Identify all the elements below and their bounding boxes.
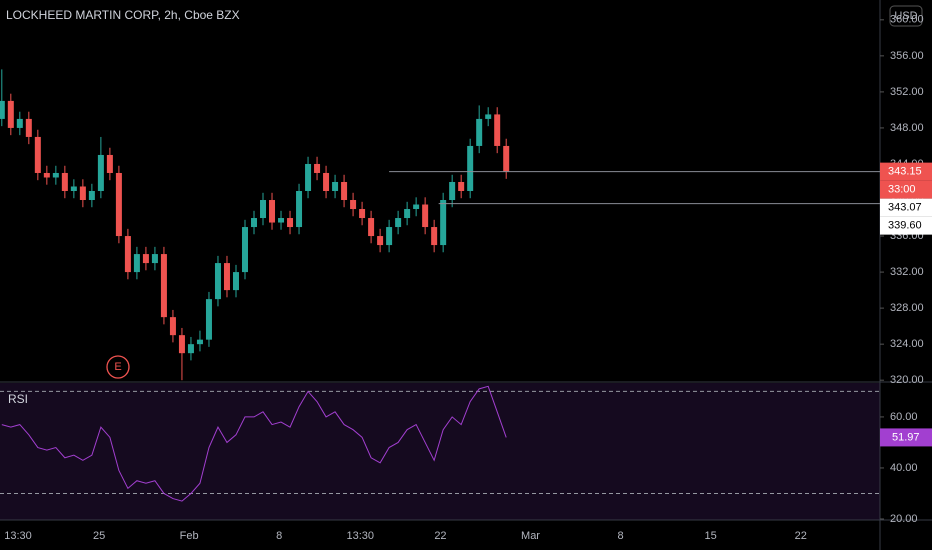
candle-body (440, 200, 447, 246)
candle-body (133, 254, 140, 273)
candle-body (160, 254, 167, 318)
x-tick-label: 13:30 (347, 530, 375, 542)
y-tick-label: 356.00 (890, 50, 924, 62)
candle-body (323, 172, 330, 191)
candle-body (422, 204, 429, 228)
candle-body (88, 191, 95, 201)
x-tick-label: Mar (521, 530, 540, 542)
x-tick-label: Feb (180, 530, 199, 542)
y-tick-label: 352.00 (890, 86, 924, 98)
candle-body (205, 299, 212, 340)
candle-body (16, 118, 23, 128)
rsi-tag (880, 428, 932, 447)
candle-body (287, 218, 294, 228)
rsi-line (1, 385, 507, 502)
event-label: E (114, 361, 121, 373)
candle-body (386, 227, 393, 246)
y-tick-label: 324.00 (890, 338, 924, 350)
candle-body (458, 181, 465, 191)
y-tick-label: 20.00 (890, 513, 918, 525)
price-tag (880, 198, 932, 217)
y-tick-label: 348.00 (890, 122, 924, 134)
price-tag-label: 33:00 (888, 184, 916, 196)
candle-body (377, 236, 384, 246)
candle-body (431, 227, 438, 246)
candle-body (79, 186, 86, 201)
y-tick-label: 360.00 (890, 14, 924, 26)
candle-body (251, 218, 258, 228)
x-tick-label: 13:30 (4, 530, 32, 542)
candle-body (169, 317, 176, 336)
price-tag-label: 343.07 (888, 202, 922, 214)
price-tag (880, 216, 932, 235)
candle-body (124, 236, 131, 273)
candle-body (241, 227, 248, 273)
event-marker (106, 355, 130, 379)
y-tick-label: 332.00 (890, 266, 924, 278)
candle-body (97, 154, 104, 191)
candle-body (476, 118, 483, 146)
candle-body (187, 344, 194, 354)
x-tick-label: 8 (618, 530, 624, 542)
candle-body (332, 181, 339, 191)
candle-body (296, 191, 303, 228)
x-tick-label: 22 (795, 530, 807, 542)
candle-body (106, 154, 113, 173)
candle-body (34, 136, 41, 173)
rsi-tag-label: 51.97 (892, 431, 920, 443)
x-tick-label: 15 (705, 530, 717, 542)
candle-body (0, 100, 5, 119)
candle-body (305, 163, 312, 191)
y-tick-label: 328.00 (890, 302, 924, 314)
candle-body (278, 218, 285, 223)
y-tick-label: 40.00 (890, 462, 918, 474)
candle-body (232, 272, 239, 291)
candle-body (7, 100, 14, 128)
price-tag-label: 339.60 (888, 220, 922, 232)
chart-title: LOCKHEED MARTIN CORP, 2h, Cboe BZX (6, 8, 240, 22)
candle-body (350, 200, 357, 210)
candle-body (467, 145, 474, 191)
rsi-title: RSI (8, 392, 28, 406)
price-tag (880, 162, 932, 181)
x-tick-label: 8 (276, 530, 282, 542)
candle-body (196, 339, 203, 345)
rsi-pane (0, 383, 880, 520)
price-tag-label: 343.15 (888, 166, 922, 178)
candle-body (214, 263, 221, 300)
candle-body (223, 263, 230, 291)
price-tag (880, 180, 932, 199)
candle-body (43, 172, 50, 178)
candle-body (314, 163, 321, 173)
x-tick-label: 22 (434, 530, 446, 542)
candle-body (395, 218, 402, 228)
candle-body (61, 172, 68, 191)
candle-body (260, 200, 267, 219)
candle-body (368, 218, 375, 237)
y-tick-label: 320.00 (890, 374, 924, 386)
candle-body (52, 172, 59, 178)
candle-body (413, 204, 420, 210)
candle-body (503, 145, 510, 172)
candle-body (341, 181, 348, 201)
candle-body (178, 335, 185, 354)
candle-body (151, 254, 158, 264)
currency-box[interactable] (889, 5, 923, 27)
candle-body (269, 200, 276, 223)
candle-body (404, 209, 411, 219)
candle-body (115, 172, 122, 237)
y-tick-label: 60.00 (890, 411, 918, 423)
candle-body (25, 118, 32, 137)
candle-body (142, 254, 149, 264)
candle-body (449, 181, 456, 201)
candle-body (70, 186, 77, 191)
candle-body (359, 209, 366, 219)
x-tick-label: 25 (93, 530, 105, 542)
candle-body (494, 114, 501, 146)
currency[interactable]: USD (894, 10, 917, 22)
candle-body (485, 114, 492, 119)
